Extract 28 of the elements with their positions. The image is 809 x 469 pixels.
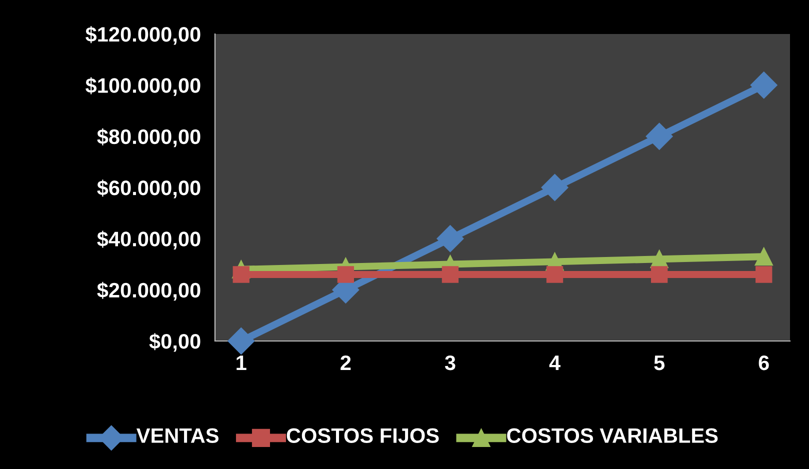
legend-label: VENTAS	[136, 428, 218, 443]
y-tick-label: $40.000,00	[97, 230, 200, 250]
y-tick-label: $0,00	[149, 333, 200, 352]
x-tick-label: 1	[236, 356, 246, 370]
point	[646, 122, 673, 150]
point	[442, 266, 459, 283]
legend-label: COSTOS VARIABLES	[507, 428, 718, 443]
point	[756, 266, 772, 283]
point	[436, 225, 464, 252]
point	[232, 266, 250, 283]
point	[750, 72, 778, 99]
point	[546, 266, 564, 283]
x-tick-label: 3	[444, 355, 456, 370]
x-tick-label: 4	[549, 356, 560, 370]
point	[650, 266, 668, 283]
y-tick-label: $20.000,00	[97, 282, 200, 301]
y-tick-label: $120.000,00	[86, 26, 200, 45]
y-tick-label: $60.000,00	[97, 180, 200, 198]
x-tick-label: 5	[654, 356, 665, 370]
legend-label: COSTOS FIJOS	[286, 428, 439, 443]
point	[337, 266, 354, 283]
point	[754, 248, 773, 266]
x-tick-label: 6	[758, 355, 769, 370]
y-tick-label: $80.000,00	[97, 128, 200, 148]
point	[541, 174, 568, 201]
point	[228, 328, 255, 354]
y-tick-label: $100.000,00	[86, 77, 200, 96]
x-tick-label: 2	[340, 355, 351, 370]
